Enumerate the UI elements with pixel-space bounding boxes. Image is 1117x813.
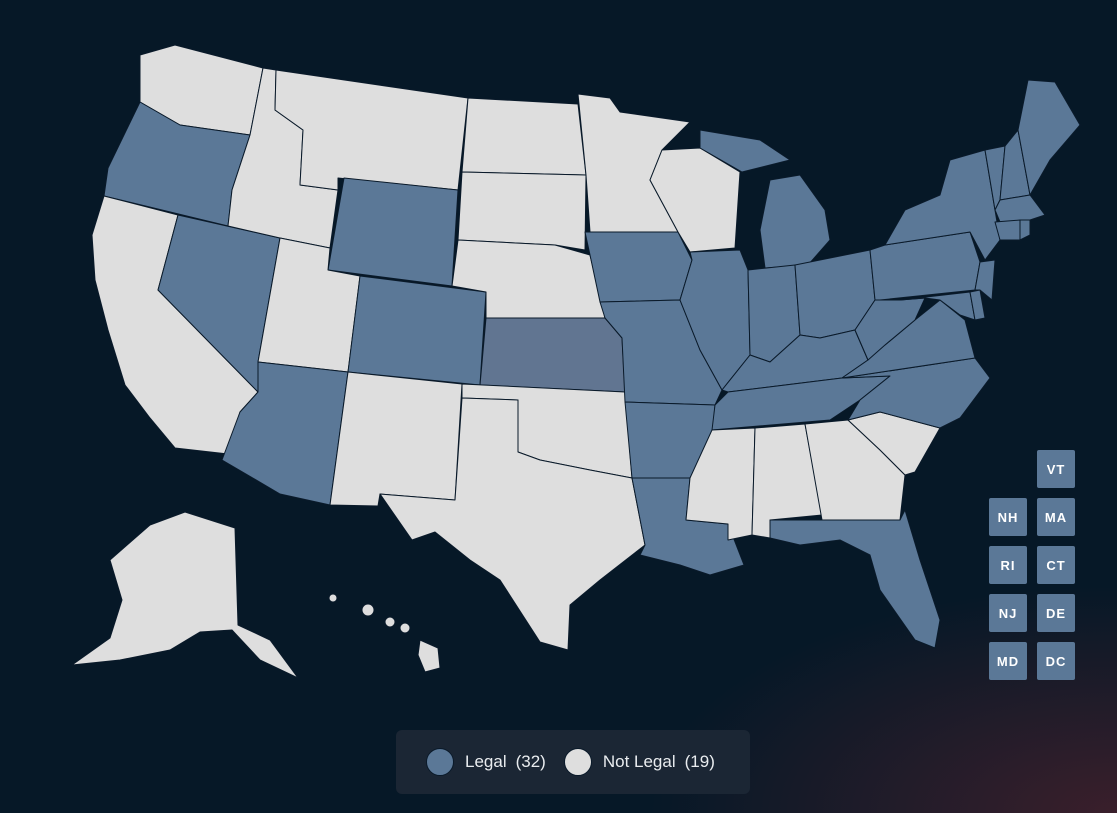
small-state-ri[interactable]: RI [989,546,1027,584]
small-state-de[interactable]: DE [1037,594,1075,632]
legend-not-legal-label: Not Legal [602,752,676,771]
state-de[interactable] [969,289,986,321]
state-nd[interactable] [461,97,587,176]
state-hi[interactable] [328,593,441,673]
legend-item-not-legal[interactable]: Not Legal (19) [563,748,715,776]
small-state-md[interactable]: MD [989,642,1027,680]
state-me[interactable] [1017,79,1081,196]
state-ak[interactable] [71,511,299,679]
map-legend: Legal (32) Not Legal (19) [396,730,750,794]
small-state-vt[interactable]: VT [1037,450,1075,488]
state-nc[interactable] [841,357,991,429]
state-sd[interactable] [457,171,587,251]
state-ct[interactable] [994,219,1021,241]
legend-not-legal-count: (19) [684,752,715,771]
state-tx[interactable] [379,397,646,651]
state-nj[interactable] [974,259,996,301]
legend-legal-count: (32) [515,752,546,771]
small-state-dc[interactable]: DC [1037,642,1075,680]
legal-swatch-icon [426,748,454,776]
small-state-ct[interactable]: CT [1037,546,1075,584]
small-state-ma[interactable]: MA [1037,498,1075,536]
state-ks[interactable] [479,317,626,393]
state-co[interactable] [347,275,487,386]
state-wy[interactable] [327,177,459,287]
state-ri[interactable] [1019,219,1031,241]
state-fl[interactable] [769,509,941,649]
state-ia[interactable] [584,231,693,303]
small-state-nh[interactable]: NH [989,498,1027,536]
state-mi[interactable] [699,129,831,269]
state-mt[interactable] [274,69,469,191]
small-state-nj[interactable]: NJ [989,594,1027,632]
state-nm[interactable] [329,371,463,507]
legend-legal-label: Legal [465,752,507,771]
legend-item-legal[interactable]: Legal (32) [426,748,546,776]
not-legal-swatch-icon [563,748,592,776]
